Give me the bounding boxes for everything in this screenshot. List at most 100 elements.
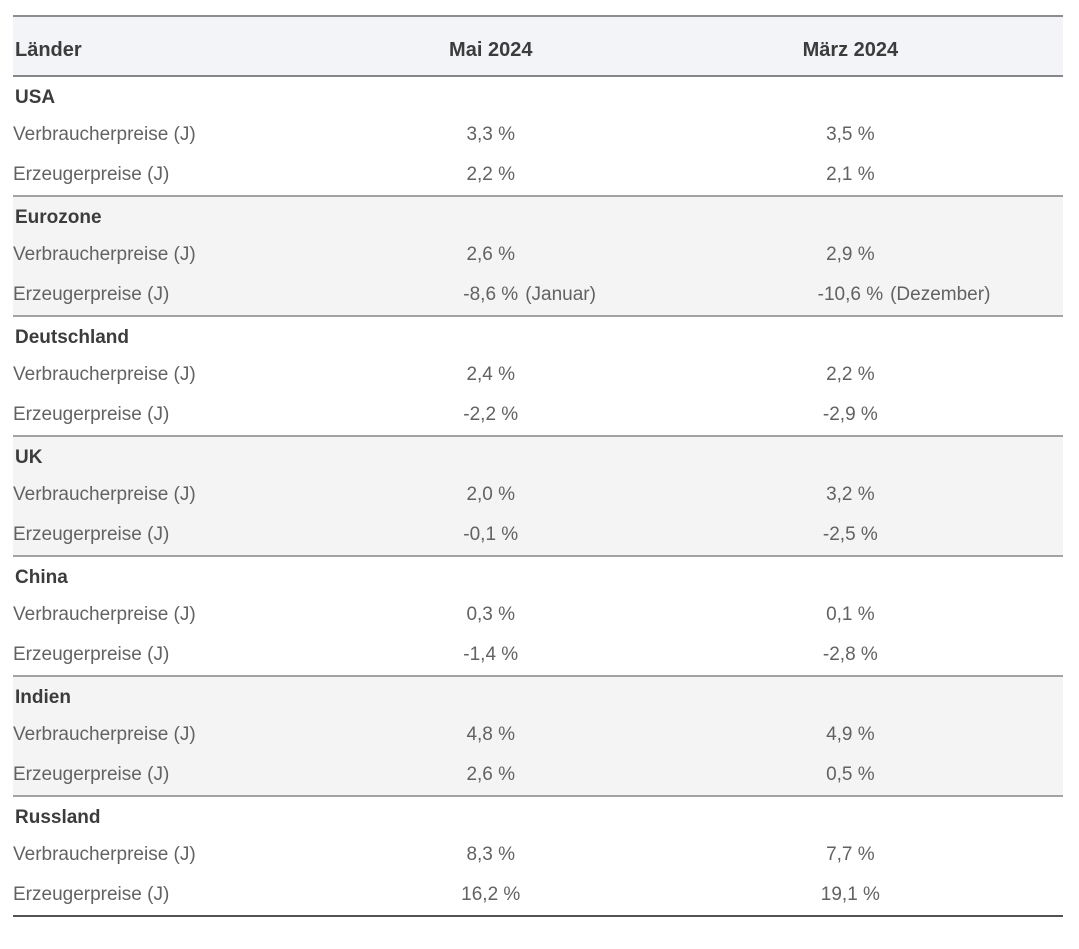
value-text: 0,5 %	[826, 764, 875, 785]
metric-label: Verbraucherpreise (J)	[13, 723, 196, 745]
country-section-eurozone: Eurozone Verbraucherpreise (J) 2,6 % 2,9…	[13, 196, 1063, 316]
country-header-row: Russland	[13, 796, 1063, 834]
value-text: 3,3 %	[466, 123, 516, 145]
table-row: Verbraucherpreise (J) 2,6 % 2,9 %	[13, 234, 1063, 275]
country-name: UK	[15, 446, 43, 468]
value-mai: -8,6 % (Januar)	[344, 275, 638, 316]
value-text: -0,1 %	[463, 524, 519, 545]
country-section-china: China Verbraucherpreise (J) 0,3 % 0,1 % …	[13, 556, 1063, 676]
metric-label: Erzeugerpreise (J)	[13, 284, 170, 305]
value-mai: 2,2 %	[344, 155, 638, 196]
value-text: 2,6 %	[466, 764, 516, 785]
country-name: USA	[15, 86, 56, 108]
country-header-row: Indien	[13, 676, 1063, 714]
value-text: 2,0 %	[466, 483, 516, 505]
metric-label: Erzeugerpreise (J)	[13, 164, 170, 185]
value-mai: -0,1 %	[344, 515, 638, 556]
country-header-row: USA	[13, 76, 1063, 114]
value-text: 7,7 %	[826, 843, 875, 865]
value-maerz: 3,5 %	[638, 114, 1063, 155]
value-text: 16,2 %	[461, 884, 521, 905]
value-text: -8,6 %	[463, 284, 519, 305]
value-maerz: 0,1 %	[638, 594, 1063, 635]
metric-label: Verbraucherpreise (J)	[13, 603, 196, 625]
metric-label: Verbraucherpreise (J)	[13, 243, 196, 265]
country-name: Eurozone	[15, 206, 102, 228]
country-name: China	[15, 566, 68, 588]
inflation-table: Länder Mai 2024 März 2024 USA Verbrauche…	[13, 15, 1063, 917]
column-header-mai-2024: Mai 2024	[343, 16, 638, 77]
value-text: -2,5 %	[822, 524, 878, 545]
column-header-maerz-2024: März 2024	[637, 16, 1063, 77]
table-row: Verbraucherpreise (J) 2,0 % 3,2 %	[13, 474, 1063, 515]
value-maerz: 19,1 %	[638, 875, 1063, 916]
value-text: -2,2 %	[463, 404, 519, 425]
table-row: Erzeugerpreise (J) -8,6 % (Januar) -10,6 …	[13, 275, 1063, 316]
table-row: Verbraucherpreise (J) 8,3 % 7,7 %	[13, 834, 1063, 875]
value-text: 3,5 %	[826, 123, 875, 145]
value-maerz: 7,7 %	[638, 834, 1063, 875]
country-section-indien: Indien Verbraucherpreise (J) 4,8 % 4,9 %…	[13, 676, 1063, 796]
value-text: -1,4 %	[463, 644, 519, 665]
country-header-row: China	[13, 556, 1063, 594]
metric-label: Verbraucherpreise (J)	[13, 843, 196, 865]
country-header-row: Deutschland	[13, 316, 1063, 354]
table-header-row: Länder Mai 2024 März 2024	[13, 16, 1063, 77]
value-text: 2,2 %	[466, 164, 516, 185]
value-text: 0,1 %	[826, 603, 875, 625]
value-maerz: 0,5 %	[638, 755, 1063, 796]
value-mai: 2,6 %	[344, 755, 638, 796]
metric-label: Verbraucherpreise (J)	[13, 363, 196, 385]
value-mai: 2,4 %	[344, 354, 638, 395]
value-mai: 8,3 %	[344, 834, 638, 875]
country-name: Russland	[15, 806, 101, 828]
table-row: Erzeugerpreise (J) -2,2 % -2,9 %	[13, 395, 1063, 436]
value-maerz: 2,1 %	[638, 155, 1063, 196]
value-maerz: 3,2 %	[638, 474, 1063, 515]
value-mai: -2,2 %	[344, 395, 638, 436]
value-text: 8,3 %	[466, 843, 516, 865]
value-text: -2,9 %	[822, 404, 878, 425]
table-row: Erzeugerpreise (J) -1,4 % -2,8 %	[13, 635, 1063, 676]
value-mai: 0,3 %	[344, 594, 638, 635]
table-row: Verbraucherpreise (J) 3,3 % 3,5 %	[13, 114, 1063, 155]
value-maerz: 2,2 %	[638, 354, 1063, 395]
value-text: 3,2 %	[826, 483, 875, 505]
value-text: 2,2 %	[826, 363, 875, 385]
country-section-russland: Russland Verbraucherpreise (J) 8,3 % 7,7…	[13, 796, 1063, 916]
value-mai: 16,2 %	[344, 875, 638, 916]
table-row: Erzeugerpreise (J) -0,1 % -2,5 %	[13, 515, 1063, 556]
metric-label: Verbraucherpreise (J)	[13, 483, 196, 505]
country-header-row: UK	[13, 436, 1063, 474]
value-mai: 3,3 %	[344, 114, 638, 155]
table-row: Erzeugerpreise (J) 2,2 % 2,1 %	[13, 155, 1063, 196]
value-mai: 4,8 %	[344, 714, 638, 755]
metric-label: Verbraucherpreise (J)	[13, 123, 196, 145]
value-note: (Januar)	[525, 284, 596, 305]
value-text: -2,8 %	[822, 644, 878, 665]
value-maerz: 4,9 %	[638, 714, 1063, 755]
value-mai: 2,6 %	[344, 234, 638, 275]
value-maerz: 2,9 %	[638, 234, 1063, 275]
table-row: Verbraucherpreise (J) 0,3 % 0,1 %	[13, 594, 1063, 635]
value-note: (Dezember)	[890, 284, 991, 305]
table-row: Verbraucherpreise (J) 2,4 % 2,2 %	[13, 354, 1063, 395]
metric-label: Erzeugerpreise (J)	[13, 764, 170, 785]
country-name: Indien	[15, 686, 71, 708]
country-name: Deutschland	[15, 326, 130, 348]
country-section-uk: UK Verbraucherpreise (J) 2,0 % 3,2 % Erz…	[13, 436, 1063, 556]
table-head: Länder Mai 2024 März 2024	[13, 16, 1063, 77]
metric-label: Erzeugerpreise (J)	[13, 524, 170, 545]
country-section-usa: USA Verbraucherpreise (J) 3,3 % 3,5 % Er…	[13, 76, 1063, 196]
metric-label: Erzeugerpreise (J)	[13, 404, 170, 425]
value-text: -10,6 %	[817, 284, 884, 305]
value-text: 0,3 %	[466, 603, 516, 625]
metric-label: Erzeugerpreise (J)	[13, 884, 170, 905]
value-mai: -1,4 %	[344, 635, 638, 676]
value-text: 2,1 %	[826, 164, 875, 185]
value-text: 4,9 %	[826, 723, 875, 745]
value-text: 2,4 %	[466, 363, 516, 385]
country-header-row: Eurozone	[13, 196, 1063, 234]
country-section-deutschland: Deutschland Verbraucherpreise (J) 2,4 % …	[13, 316, 1063, 436]
